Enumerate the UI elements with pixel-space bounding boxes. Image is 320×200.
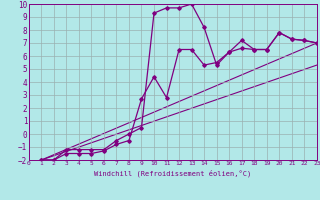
X-axis label: Windchill (Refroidissement éolien,°C): Windchill (Refroidissement éolien,°C): [94, 169, 252, 177]
